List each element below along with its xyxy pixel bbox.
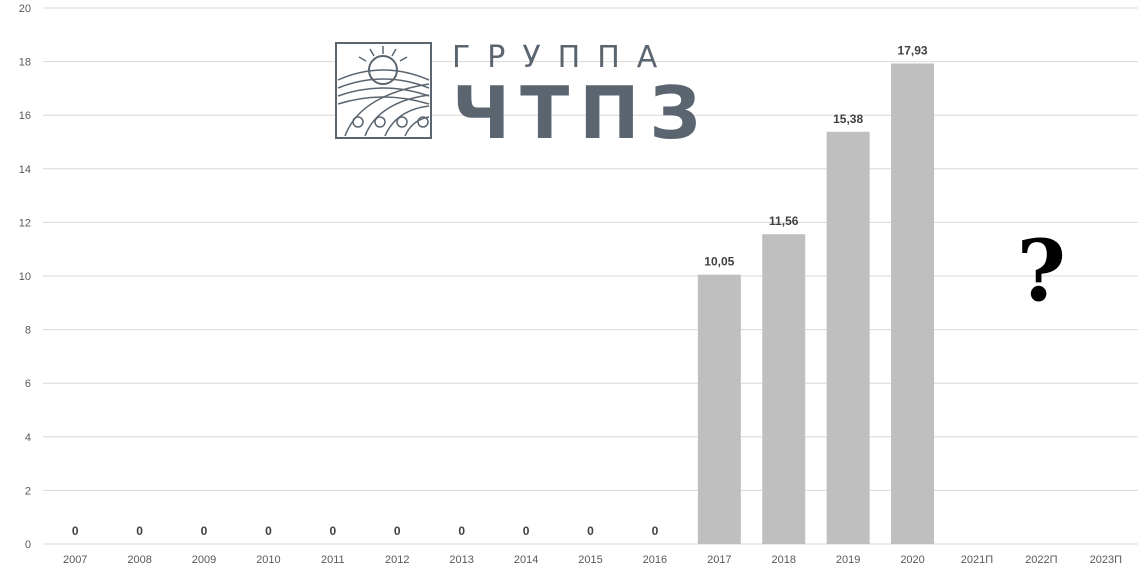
data-label: 15,38	[833, 112, 863, 126]
y-tick-label: 2	[25, 485, 31, 497]
bar	[891, 63, 935, 544]
company-logo: ГРУППА ЧТПЗ	[335, 40, 711, 155]
data-label: 11,56	[769, 214, 799, 228]
logo-text-name: ЧТПЗ	[452, 71, 711, 155]
y-tick-label: 4	[25, 432, 31, 444]
y-tick-label: 18	[19, 57, 31, 69]
gridlines	[43, 7, 1138, 545]
x-tick-label: 2020	[900, 554, 924, 566]
data-labels: 0 0 0 0 0 0 0 0 0 0 10,05 11,56 15,38 17,93	[72, 43, 928, 538]
bar	[762, 234, 806, 544]
bar	[826, 131, 870, 545]
logo-text-group: ГРУППА	[452, 40, 674, 75]
x-tick-label: 2018	[771, 554, 795, 566]
logo-emblem-icon	[335, 42, 432, 139]
x-tick-label: 2009	[192, 554, 216, 566]
y-tick-label: 0	[25, 539, 31, 551]
x-tick-label: 2010	[256, 554, 280, 566]
data-label: 0	[652, 524, 659, 538]
x-tick-label: 2016	[643, 554, 667, 566]
x-tick-label: 2019	[836, 554, 860, 566]
y-tick-label: 20	[19, 3, 31, 15]
x-axis-ticks: 2007 2008 2009 2010 2011 2012 2013 2014 2015 2016…	[63, 554, 1122, 566]
x-tick-label: 2008	[127, 554, 151, 566]
data-label: 0	[330, 524, 337, 538]
x-tick-label: 2012	[385, 554, 409, 566]
x-tick-label: 2007	[63, 554, 87, 566]
data-label: 0	[587, 524, 594, 538]
y-tick-label: 6	[25, 378, 31, 390]
y-axis-ticks: 0 2 4 6 8 10 12 14 16 18 20	[19, 3, 31, 551]
y-tick-label: 8	[25, 325, 31, 337]
y-tick-label: 16	[19, 110, 31, 122]
x-tick-label: 2023П	[1090, 554, 1122, 566]
data-label: 10,05	[704, 255, 734, 269]
data-label: 0	[523, 524, 530, 538]
data-label: 0	[201, 524, 208, 538]
bars	[697, 63, 935, 545]
x-tick-label: 2017	[707, 554, 731, 566]
data-label: 0	[265, 524, 272, 538]
x-tick-label: 2014	[514, 554, 538, 566]
x-tick-label: 2011	[321, 554, 345, 566]
x-tick-label: 2021П	[961, 554, 993, 566]
data-label: 0	[136, 524, 143, 538]
data-label: 0	[458, 524, 465, 538]
x-tick-label: 2022П	[1025, 554, 1057, 566]
data-label: 0	[72, 524, 79, 538]
x-tick-label: 2013	[449, 554, 473, 566]
x-tick-label: 2015	[578, 554, 602, 566]
question-mark-annotation: ?	[1017, 222, 1066, 321]
y-tick-label: 14	[19, 164, 31, 176]
data-label: 0	[394, 524, 401, 538]
y-tick-label: 10	[19, 271, 31, 283]
data-label: 17,93	[898, 43, 928, 57]
bar	[697, 274, 741, 544]
y-tick-label: 12	[19, 217, 31, 229]
